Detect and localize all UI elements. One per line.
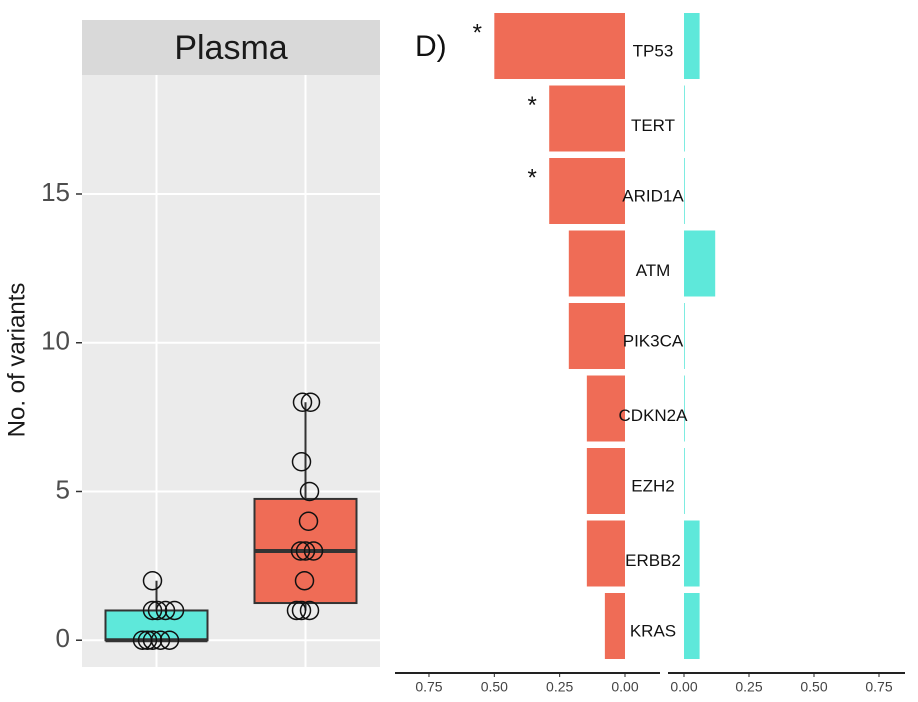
bar: [604, 593, 625, 659]
data-point: [132, 630, 153, 650]
category-label: ATM: [636, 261, 671, 280]
bar: [684, 303, 685, 369]
x-tick-label: 0.50: [481, 679, 508, 695]
data-point: [147, 600, 168, 621]
bar: [684, 85, 685, 152]
panel-label: D): [415, 30, 447, 63]
data-point: [155, 600, 176, 621]
bar: [684, 520, 700, 587]
bar: [494, 13, 625, 79]
bar: [586, 520, 625, 587]
category-label: EZH2: [631, 476, 674, 495]
y-tick-label: 5: [56, 474, 70, 504]
significance-marker: *: [473, 19, 482, 46]
data-point: [300, 392, 321, 412]
category-label: CDKN2A: [619, 406, 689, 425]
data-point: [286, 600, 307, 621]
x-tick-label: 0.25: [735, 679, 762, 695]
data-point: [137, 630, 158, 650]
category-label: TP53: [633, 41, 674, 60]
x-tick-label: 0.50: [800, 679, 827, 695]
bar: [684, 448, 685, 514]
y-tick-label: 10: [41, 326, 70, 356]
data-point: [292, 392, 313, 412]
category-label: PIK3CA: [623, 331, 684, 350]
category-label: ARID1A: [622, 186, 684, 205]
y-axis-label: No. of variants: [3, 283, 30, 438]
bar: [568, 230, 625, 297]
significance-marker: *: [528, 164, 537, 191]
data-point: [299, 481, 320, 502]
bar: [684, 13, 700, 79]
category-label: KRAS: [630, 621, 676, 640]
x-tick-label: 0.00: [611, 679, 638, 695]
box: [104, 609, 209, 642]
data-point: [291, 600, 312, 621]
bar: [684, 230, 716, 297]
significance-marker: *: [528, 92, 537, 119]
bar: [549, 85, 625, 152]
data-point: [142, 570, 163, 591]
x-tick-label: 0.25: [546, 679, 573, 695]
data-point: [142, 600, 163, 621]
strip-background: [82, 20, 380, 75]
strip-title: Plasma: [174, 29, 287, 67]
category-label: TERT: [631, 116, 675, 135]
data-point: [159, 630, 180, 650]
bar: [568, 303, 625, 369]
data-point: [290, 541, 311, 561]
data-point: [298, 511, 319, 531]
data-point: [299, 600, 320, 621]
x-tick-label: 0.00: [670, 679, 697, 695]
x-tick-label: 0.75: [865, 679, 892, 695]
bar: [586, 448, 625, 514]
y-tick-label: 0: [56, 623, 70, 653]
bar: [684, 158, 685, 224]
data-point: [164, 600, 185, 621]
category-label: ERBB2: [625, 551, 681, 570]
bar: [684, 593, 700, 659]
data-point: [291, 451, 312, 472]
bar: [549, 158, 625, 224]
data-point: [303, 541, 324, 561]
bar: [684, 375, 685, 442]
data-point: [294, 570, 315, 591]
y-tick-label: 15: [41, 177, 70, 207]
data-point: [295, 541, 316, 561]
bar: [586, 375, 625, 442]
data-point: [142, 630, 163, 650]
x-tick-label: 0.75: [415, 679, 442, 695]
